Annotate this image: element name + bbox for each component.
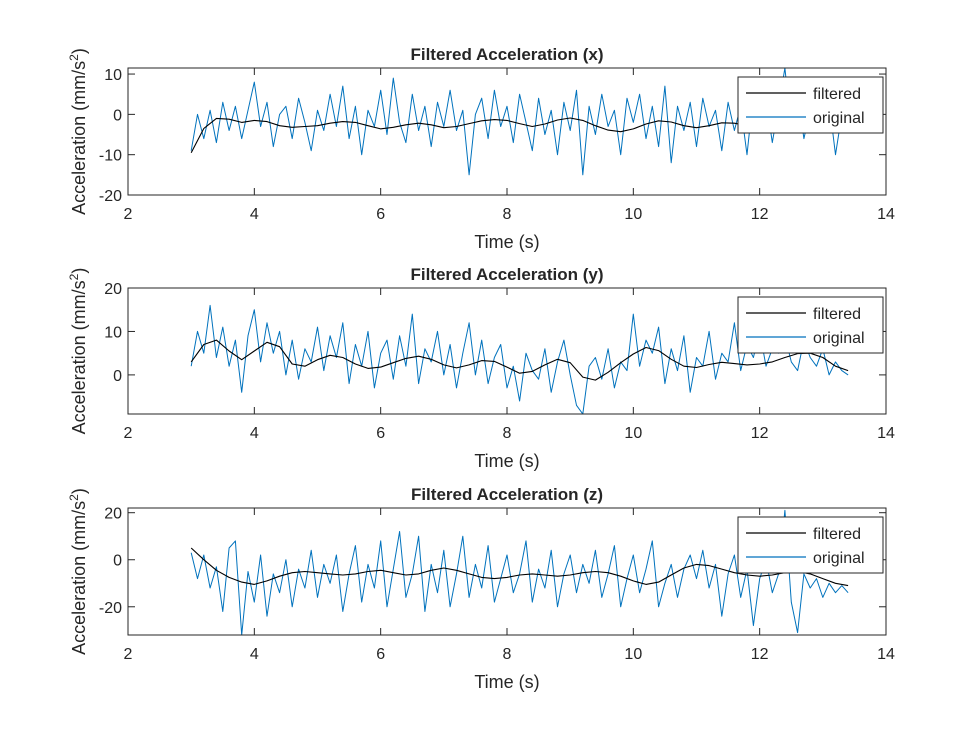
x-tick-label: 2 [124,206,133,223]
legend-label-filtered: filtered [813,306,861,323]
legend-label-original: original [813,330,865,347]
x-tick-label: 12 [751,206,769,223]
legend: filtered original [737,516,884,574]
plot-lines [190,304,849,414]
x-tick-label: 2 [124,646,133,663]
y-tick-label: 0 [113,553,122,570]
legend: filtered original [737,76,884,134]
y-axis-label: Acceleration (mm/s2) [67,268,89,435]
x-tick-label: 14 [877,425,895,442]
subplot-1: Filtered Acceleration (x) 2 4 6 8 10 12 14 -20 -1… [67,45,895,252]
x-tick-label: 6 [376,206,385,223]
y-tick-label: 20 [104,506,122,523]
x-axis-label: Time (s) [474,451,539,471]
x-tick-label: 6 [376,425,385,442]
x-tick-label: 14 [877,206,895,223]
x-tick-label: 4 [250,425,259,442]
y-axis-label-end: ) [69,488,89,494]
x-tick-label: 8 [503,425,512,442]
y-axis-label-superscript: 2 [67,273,81,280]
y-axis-label-main: Acceleration (mm/s [69,280,89,434]
axes-box [127,67,887,196]
y-axis-label-main: Acceleration (mm/s [69,501,89,655]
x-tick-label: 6 [376,646,385,663]
y-tick-label: 20 [104,281,122,298]
chart-title: Filtered Acceleration (y) [410,265,603,284]
y-axis-label: Acceleration (mm/s2) [67,48,89,215]
y-tick-label: -20 [99,188,122,205]
y-tick-label: -20 [99,600,122,617]
y-axis-label-superscript: 2 [67,494,81,501]
y-tick-label: 10 [104,324,122,341]
series-line-filtered [190,339,849,381]
y-axis-label-end: ) [69,48,89,54]
legend-box [737,296,884,354]
x-tick-label: 12 [751,425,769,442]
x-tick-label: 12 [751,646,769,663]
subplot-3: Filtered Acceleration (z) 2 4 6 8 10 12 14 -20 0 2… [67,485,895,692]
axes-box [127,287,887,415]
x-tick-label: 10 [624,425,642,442]
y-axis-label: Acceleration (mm/s2) [67,488,89,655]
series-line-original [190,304,849,414]
x-tick-label: 2 [124,425,133,442]
subplot-2: Filtered Acceleration (y) 2 4 6 8 10 12 14 0 10 20… [67,265,895,471]
series-line-original [190,509,849,635]
chart-title: Filtered Acceleration (z) [411,485,603,504]
y-tick-label: 0 [113,107,122,124]
legend-box [737,76,884,134]
x-axis-label: Time (s) [474,232,539,252]
y-axis-label-superscript: 2 [67,54,81,61]
x-tick-label: 8 [503,646,512,663]
legend-label-original: original [813,110,865,127]
x-tick-label: 14 [877,646,895,663]
y-tick-label: 0 [113,368,122,385]
y-tick-label: 10 [104,67,122,84]
legend-label-filtered: filtered [813,526,861,543]
chart-title: Filtered Acceleration (x) [410,45,603,64]
legend: filtered original [737,296,884,354]
x-tick-label: 10 [624,206,642,223]
charts-group: Filtered Acceleration (x) 2 4 6 8 10 12 14 -20 -1… [67,45,895,692]
x-tick-label: 8 [503,206,512,223]
x-tick-label: 4 [250,646,259,663]
y-tick-label: -10 [99,148,122,165]
legend-box [737,516,884,574]
legend-label-filtered: filtered [813,86,861,103]
x-tick-label: 10 [624,646,642,663]
legend-label-original: original [813,550,865,567]
x-axis-label: Time (s) [474,672,539,692]
x-tick-label: 4 [250,206,259,223]
y-axis-label-end: ) [69,268,89,274]
y-axis-label-main: Acceleration (mm/s [69,61,89,215]
axes-box [127,507,887,636]
